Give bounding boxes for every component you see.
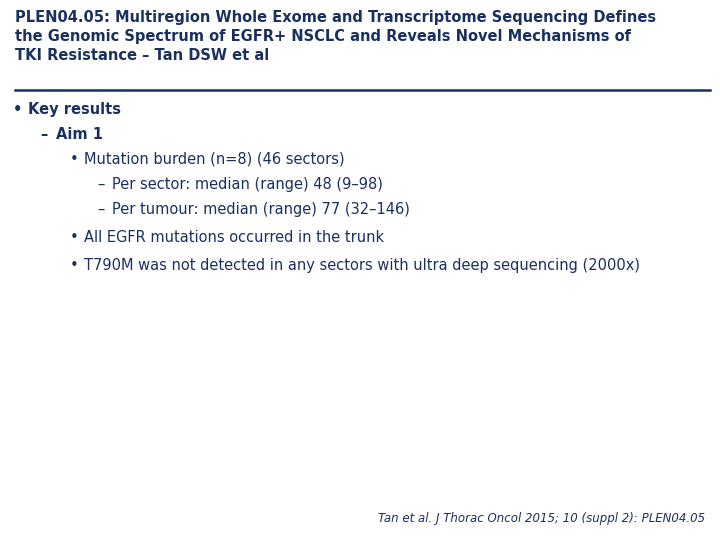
Text: PLEN04.05: Multiregion Whole Exome and Transcriptome Sequencing Defines
the Geno: PLEN04.05: Multiregion Whole Exome and T… (15, 10, 656, 63)
Text: •: • (13, 102, 22, 117)
Text: Mutation burden (n=8) (46 sectors): Mutation burden (n=8) (46 sectors) (84, 152, 345, 167)
Text: –: – (97, 177, 104, 192)
Text: –: – (40, 127, 48, 142)
Text: Aim 1: Aim 1 (56, 127, 103, 142)
Text: Tan et al. J Thorac Oncol 2015; 10 (suppl 2): PLEN04.05: Tan et al. J Thorac Oncol 2015; 10 (supp… (378, 512, 705, 525)
Text: T790M was not detected in any sectors with ultra deep sequencing (2000x): T790M was not detected in any sectors wi… (84, 258, 640, 273)
Text: All EGFR mutations occurred in the trunk: All EGFR mutations occurred in the trunk (84, 230, 384, 245)
Text: •: • (70, 258, 78, 273)
Text: •: • (70, 230, 78, 245)
Text: Key results: Key results (28, 102, 121, 117)
Text: –: – (97, 202, 104, 217)
Text: Per sector: median (range) 48 (9–98): Per sector: median (range) 48 (9–98) (112, 177, 383, 192)
Text: Per tumour: median (range) 77 (32–146): Per tumour: median (range) 77 (32–146) (112, 202, 410, 217)
Text: •: • (70, 152, 78, 167)
